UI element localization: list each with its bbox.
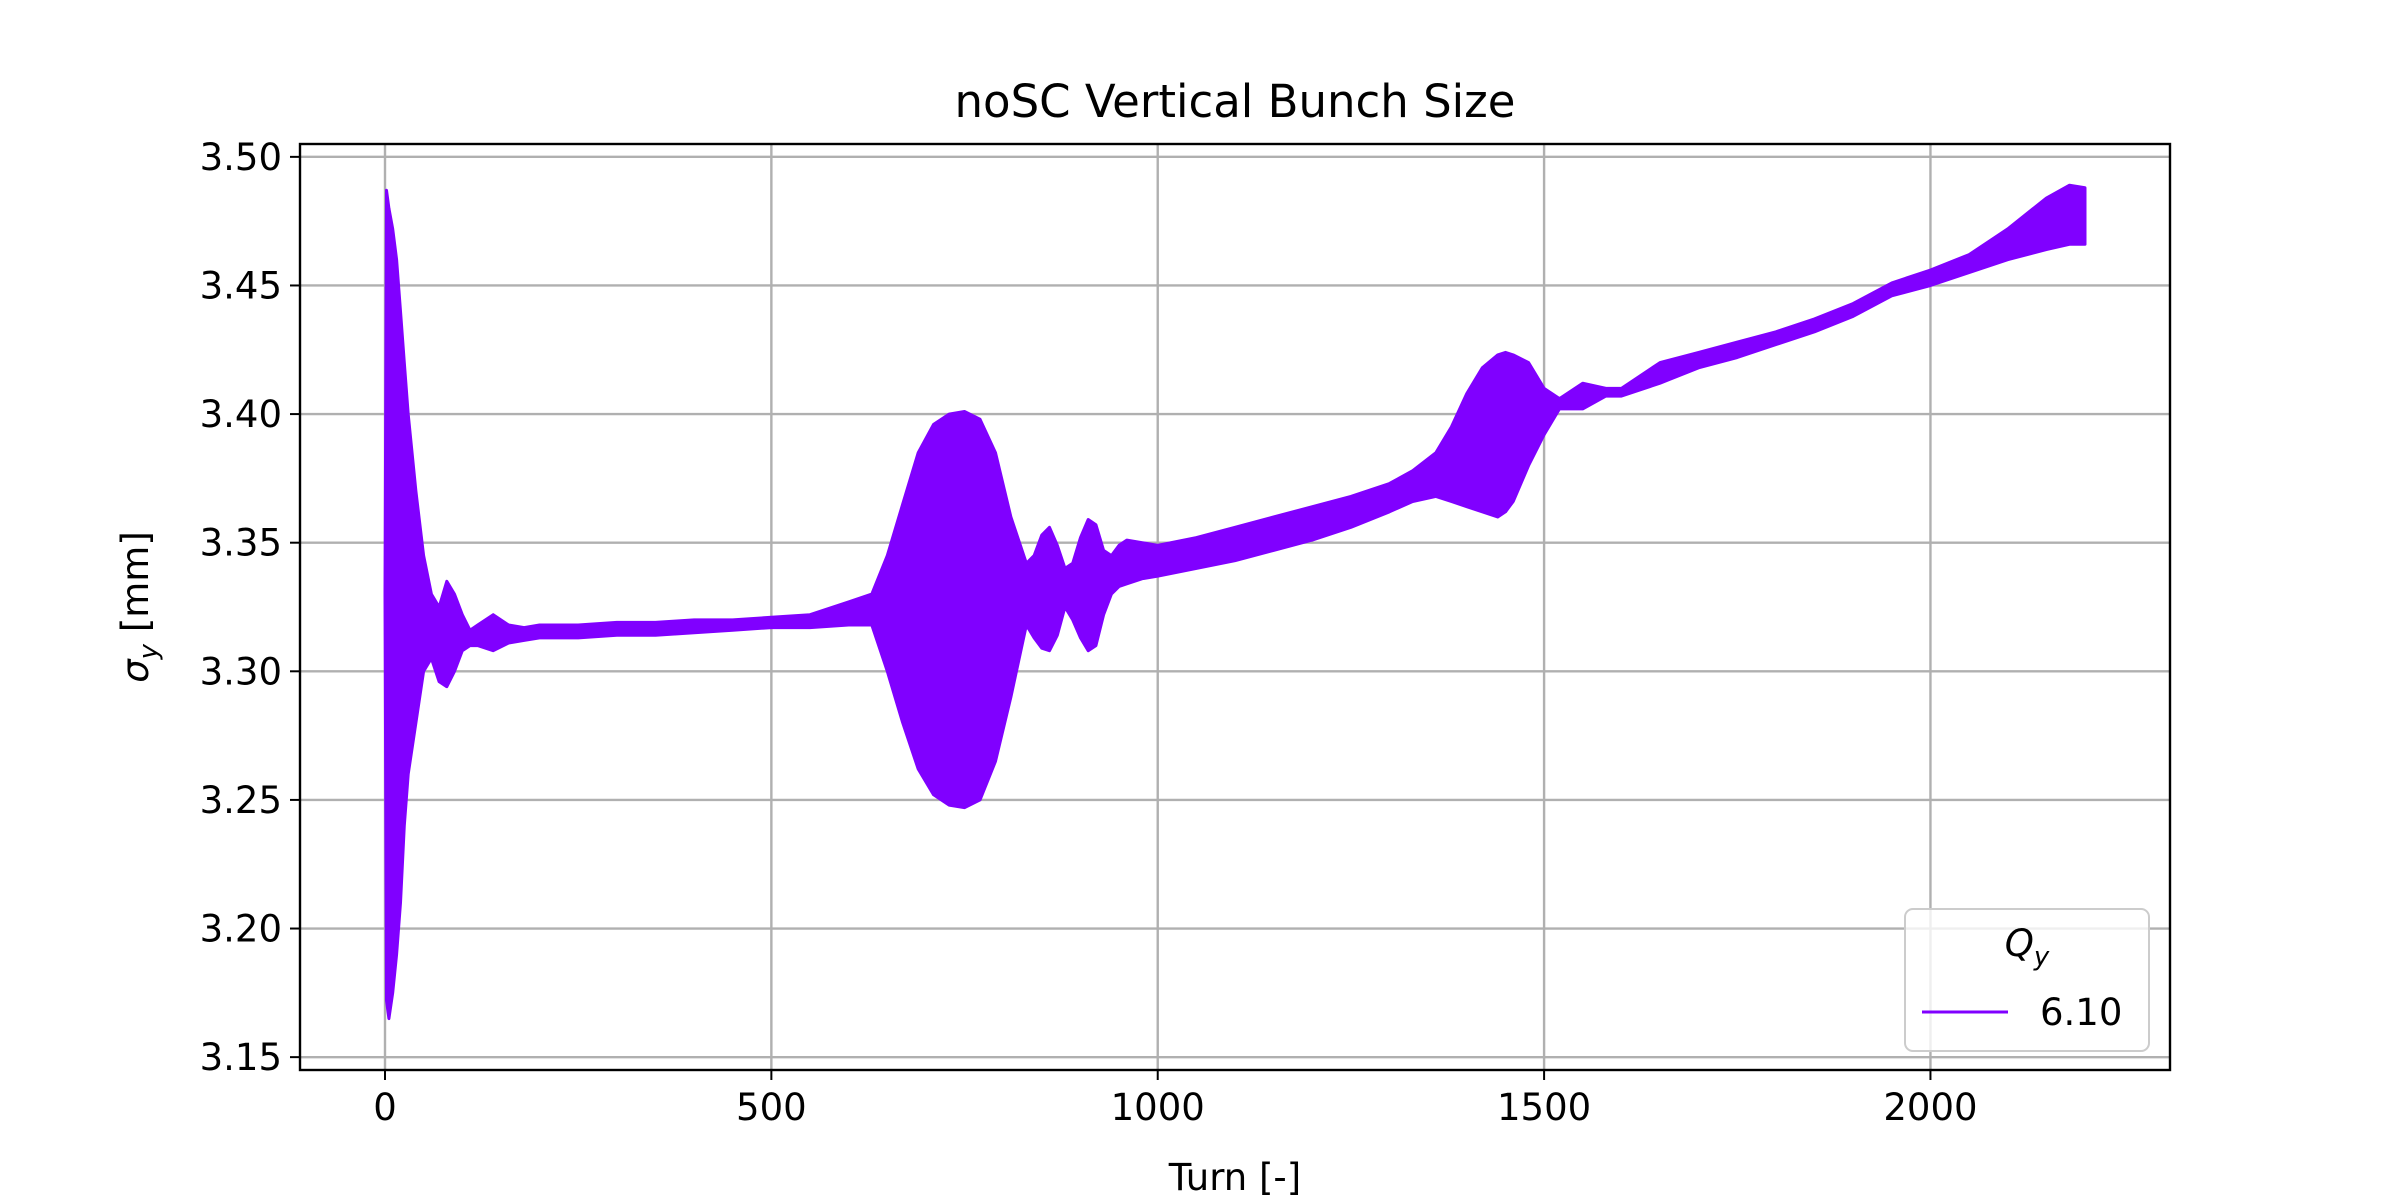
y-axis-unit: [mm] [114, 531, 157, 644]
y-tick-label: 3.40 [200, 393, 282, 436]
y-tick-label: 3.35 [200, 522, 282, 565]
legend-title-symbol: Q [2005, 922, 2034, 965]
y-axis-subscript: y [134, 643, 164, 660]
legend-entry-label: 6.10 [2040, 991, 2122, 1034]
y-tick-label: 3.30 [200, 650, 282, 693]
y-tick-label: 3.50 [200, 136, 282, 179]
series-layer [383, 183, 2087, 1021]
x-axis-title: Turn [-] [1168, 1156, 1301, 1199]
y-tick-label: 3.45 [200, 264, 282, 307]
legend: Qy 6.10 [1904, 908, 2150, 1052]
y-tick-label: 3.15 [200, 1036, 282, 1079]
legend-title: Qy [2005, 922, 2050, 972]
y-tick-label: 3.20 [200, 908, 282, 951]
x-tick-label: 2000 [1883, 1086, 1977, 1129]
y-axis-symbol: σ [114, 658, 157, 683]
ticks: 0 500 1000 1500 2000 3.15 3.20 3.25 3.30 3.35 3.40… [200, 136, 1978, 1129]
chart-title: noSC Vertical Bunch Size [955, 75, 1516, 128]
y-tick-label: 3.25 [200, 779, 282, 822]
x-tick-label: 1000 [1111, 1086, 1205, 1129]
x-tick-label: 500 [736, 1086, 807, 1129]
legend-title-subscript: y [2033, 942, 2050, 972]
x-tick-label: 1500 [1497, 1086, 1591, 1129]
series-band [383, 183, 2087, 1021]
plot-frame [298, 142, 2172, 1072]
x-tick-label: 0 [373, 1086, 397, 1129]
legend-box [1904, 908, 2150, 1052]
y-axis-title: σy [mm] [114, 531, 164, 683]
